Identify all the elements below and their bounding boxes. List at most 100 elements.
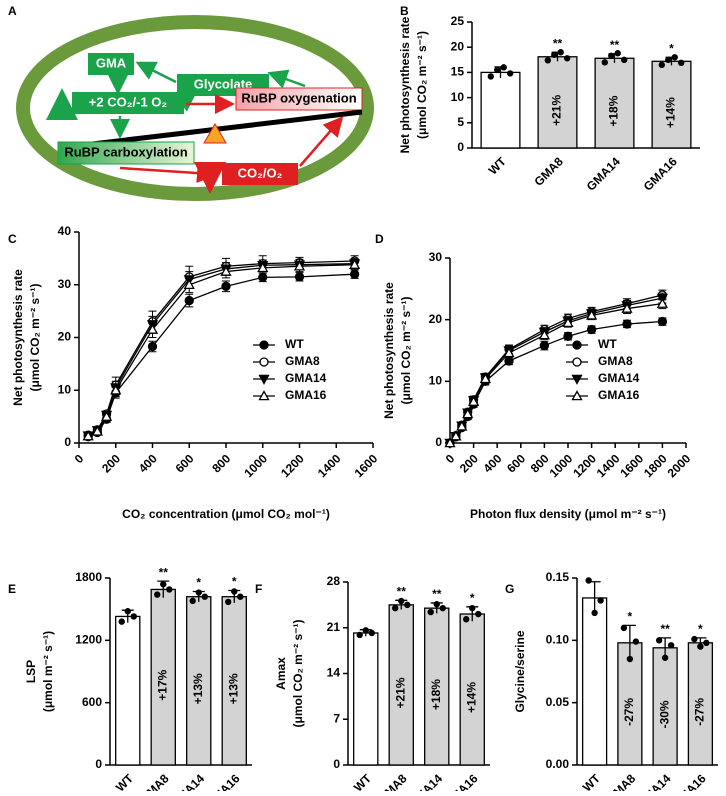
data-point [506, 70, 514, 77]
data-point [667, 642, 675, 649]
marker [293, 260, 306, 271]
legend-label: WT [285, 337, 304, 351]
data-point [154, 591, 161, 598]
marker [146, 323, 159, 334]
y-tick-label: 0 [95, 757, 102, 771]
y-tick-label: 10 [58, 382, 72, 396]
arrows [46, 61, 306, 139]
y-tick-label: 21 [327, 620, 341, 634]
y-tick-label: 28 [327, 574, 341, 588]
data-point [463, 616, 470, 623]
y-tick-label: 25 [451, 14, 465, 28]
bar [150, 588, 176, 766]
data-point [551, 51, 558, 58]
data-point [563, 55, 571, 62]
bar [388, 604, 414, 766]
x-tick-label: GMA8 [375, 771, 410, 791]
series-line [87, 273, 355, 438]
data-point [201, 593, 208, 600]
legend-label: GMA8 [285, 354, 320, 368]
data-point [620, 56, 628, 63]
data-point [487, 73, 495, 80]
marker [585, 309, 598, 320]
significance: ** [553, 36, 563, 50]
legend-label: GMA8 [598, 354, 633, 368]
data-point [398, 597, 405, 605]
fulcrum [203, 123, 227, 144]
marker [450, 430, 462, 441]
legend-label: WT [598, 337, 617, 351]
cell-outline [16, 15, 374, 201]
node-label: RuBP oxygenation [241, 90, 356, 105]
x-tick-label: 200 [457, 451, 481, 475]
panel-label: F [255, 582, 262, 596]
y-tick-label: 1800 [75, 570, 102, 584]
series-line [449, 294, 663, 444]
data-point [703, 639, 710, 647]
significance: * [698, 622, 703, 636]
marker [621, 302, 633, 313]
y-tick-label: 0.15 [546, 570, 570, 584]
x-tick-label: 1000 [241, 451, 270, 480]
bar-label: -27% [622, 698, 636, 726]
data-point [601, 59, 609, 66]
x-tick-label: 800 [209, 451, 233, 475]
legend-marker [571, 390, 583, 401]
data-point [118, 618, 125, 625]
data-point [237, 593, 244, 600]
data-point [368, 629, 375, 637]
marker [220, 265, 232, 276]
bar-label: +14% [464, 682, 478, 713]
marker [479, 373, 492, 384]
x-tick-label: GMA8 [531, 154, 566, 189]
y-tick-label: 0.10 [546, 633, 570, 647]
x-tick-label: 1400 [315, 451, 344, 480]
y-axis-label: Net photosynthesis rate [11, 269, 25, 406]
box [88, 53, 134, 75]
x-tick-label: GMA16 [670, 771, 709, 791]
significance: ** [432, 587, 442, 601]
box [57, 141, 195, 165]
marker [147, 341, 158, 352]
marker [462, 408, 474, 419]
data-point [585, 577, 592, 584]
panel-label: D [375, 232, 384, 246]
marker [257, 262, 269, 273]
x-tick-label: 1200 [278, 451, 307, 480]
series-line [87, 264, 355, 437]
x-tick-label: GMA14 [584, 154, 623, 193]
box [222, 163, 298, 185]
bar-label: -30% [657, 700, 671, 728]
x-tick-label: 1600 [352, 451, 381, 480]
data-point [665, 56, 672, 63]
series-line [87, 263, 355, 437]
x-tick-label: 400 [136, 451, 160, 475]
y-tick-label: 30 [429, 250, 443, 264]
x-tick-label: 1400 [594, 451, 623, 480]
node-label: GMA [96, 55, 127, 70]
marker [622, 319, 632, 329]
marker [258, 272, 268, 283]
data-point [620, 624, 628, 632]
data-point [557, 49, 564, 56]
x-tick-label: GMA14 [168, 771, 207, 791]
x-tick-label: GMA16 [641, 154, 680, 193]
y-tick-label: 15 [451, 65, 465, 79]
x-tick-label: 200 [99, 451, 123, 475]
x-tick-label: 600 [173, 451, 197, 475]
bar-label: +17% [155, 669, 169, 700]
data-point [614, 50, 621, 57]
marker [100, 410, 113, 421]
x-tick-label: 1600 [617, 451, 646, 480]
marker [444, 437, 456, 448]
data-point [231, 588, 238, 595]
bar-label: +14% [664, 97, 678, 128]
x-tick-label: GMA16 [441, 771, 480, 791]
legend-marker [259, 340, 269, 350]
data-point [404, 601, 411, 609]
legend-marker [258, 374, 270, 385]
panel-label: A [8, 4, 17, 18]
y-tick-label: 600 [82, 695, 102, 709]
data-point [439, 604, 446, 612]
